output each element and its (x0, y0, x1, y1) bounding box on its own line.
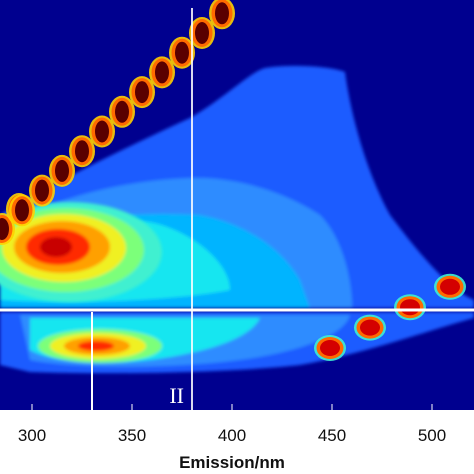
scatter-peak (89, 115, 115, 148)
annotation-label: II (169, 383, 184, 408)
scatter-peak (49, 154, 75, 187)
scatter-peak (29, 174, 55, 207)
scatter-peak-core (55, 159, 69, 182)
scatter-peak (314, 335, 346, 361)
scatter-peak-core (115, 100, 129, 123)
scatter-peak (149, 56, 175, 89)
scatter-peak (109, 95, 135, 128)
scatter-peak-core (215, 2, 229, 25)
x-axis-ticks (31, 404, 433, 410)
scatter-peak-core (155, 61, 169, 84)
x-tick-label: 350 (118, 426, 146, 445)
scatter-peak-core (75, 140, 89, 163)
scatter-peak-core (15, 199, 29, 222)
x-axis-tick-labels: 300 350 400 450 500 (18, 426, 446, 445)
x-tick-label: 400 (218, 426, 246, 445)
scatter-peak-core (175, 41, 189, 64)
upper-peak-core (0, 202, 162, 302)
scatter-peak (209, 0, 235, 30)
scatter-peaks-layer (0, 0, 466, 361)
scatter-peak-core (440, 278, 460, 295)
scatter-peak-core (360, 319, 380, 336)
scatter-peak (354, 314, 386, 341)
scatter-peak-core (195, 22, 209, 44)
core-ring-darkred (40, 237, 72, 257)
scatter-peak-core (135, 81, 149, 104)
lower-peak-red (78, 341, 114, 351)
scatter-peak-core (400, 299, 420, 316)
scatter-peak (434, 273, 466, 300)
scatter-peak (394, 294, 426, 321)
x-tick-label: 500 (418, 426, 446, 445)
scatter-peak (129, 76, 155, 109)
x-tick-label: 300 (18, 426, 46, 445)
scatter-peak-core (35, 179, 49, 202)
scatter-peak (189, 17, 215, 49)
scatter-peak-core (0, 218, 9, 240)
scatter-peak (169, 36, 195, 69)
scatter-peak (9, 194, 35, 227)
x-axis-title: Emission/nm (179, 453, 285, 472)
scatter-peak-core (95, 120, 109, 143)
scatter-peak-core (320, 340, 340, 356)
x-tick-label: 450 (318, 426, 346, 445)
scatter-peak (69, 135, 95, 168)
